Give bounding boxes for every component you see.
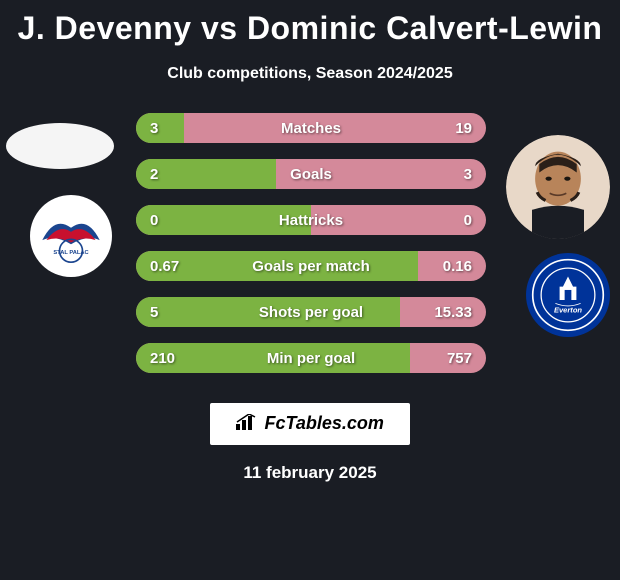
stat-label: Goals per match bbox=[136, 251, 486, 281]
stat-row: 210Min per goal757 bbox=[136, 343, 486, 373]
player-left-avatar bbox=[6, 123, 114, 169]
footer: FcTables.com bbox=[0, 403, 620, 445]
svg-text:STAL PALAC: STAL PALAC bbox=[53, 250, 88, 256]
stat-row: 2Goals3 bbox=[136, 159, 486, 189]
stat-value-right: 15.33 bbox=[434, 297, 472, 327]
stat-row: 0Hattricks0 bbox=[136, 205, 486, 235]
eagle-icon: STAL PALAC bbox=[30, 195, 112, 277]
brand-badge: FcTables.com bbox=[210, 403, 410, 445]
date-text: 11 february 2025 bbox=[0, 463, 620, 483]
page-title: J. Devenny vs Dominic Calvert-Lewin bbox=[0, 0, 620, 47]
svg-text:Everton: Everton bbox=[554, 306, 582, 315]
stat-value-right: 0.16 bbox=[443, 251, 472, 281]
stat-label: Matches bbox=[136, 113, 486, 143]
stat-value-right: 757 bbox=[447, 343, 472, 373]
club-left-badge: STAL PALAC bbox=[30, 195, 112, 277]
avatar-placeholder bbox=[6, 123, 114, 169]
club-right-badge: Everton bbox=[526, 253, 610, 337]
stat-value-right: 19 bbox=[455, 113, 472, 143]
stat-row: 3Matches19 bbox=[136, 113, 486, 143]
player-portrait-icon bbox=[506, 135, 610, 239]
comparison-area: STAL PALAC bbox=[0, 113, 620, 393]
player-right-avatar bbox=[506, 135, 610, 239]
brand-text: FcTables.com bbox=[265, 413, 384, 433]
page-subtitle: Club competitions, Season 2024/2025 bbox=[0, 65, 620, 83]
everton-icon: Everton bbox=[526, 253, 610, 337]
stats-bars: 3Matches192Goals30Hattricks00.67Goals pe… bbox=[136, 113, 486, 389]
stat-value-right: 0 bbox=[464, 205, 472, 235]
stat-label: Hattricks bbox=[136, 205, 486, 235]
stat-value-right: 3 bbox=[464, 159, 472, 189]
stat-row: 5Shots per goal15.33 bbox=[136, 297, 486, 327]
stat-label: Min per goal bbox=[136, 343, 486, 373]
stat-label: Goals bbox=[136, 159, 486, 189]
stat-row: 0.67Goals per match0.16 bbox=[136, 251, 486, 281]
brand-chart-icon bbox=[236, 414, 258, 435]
